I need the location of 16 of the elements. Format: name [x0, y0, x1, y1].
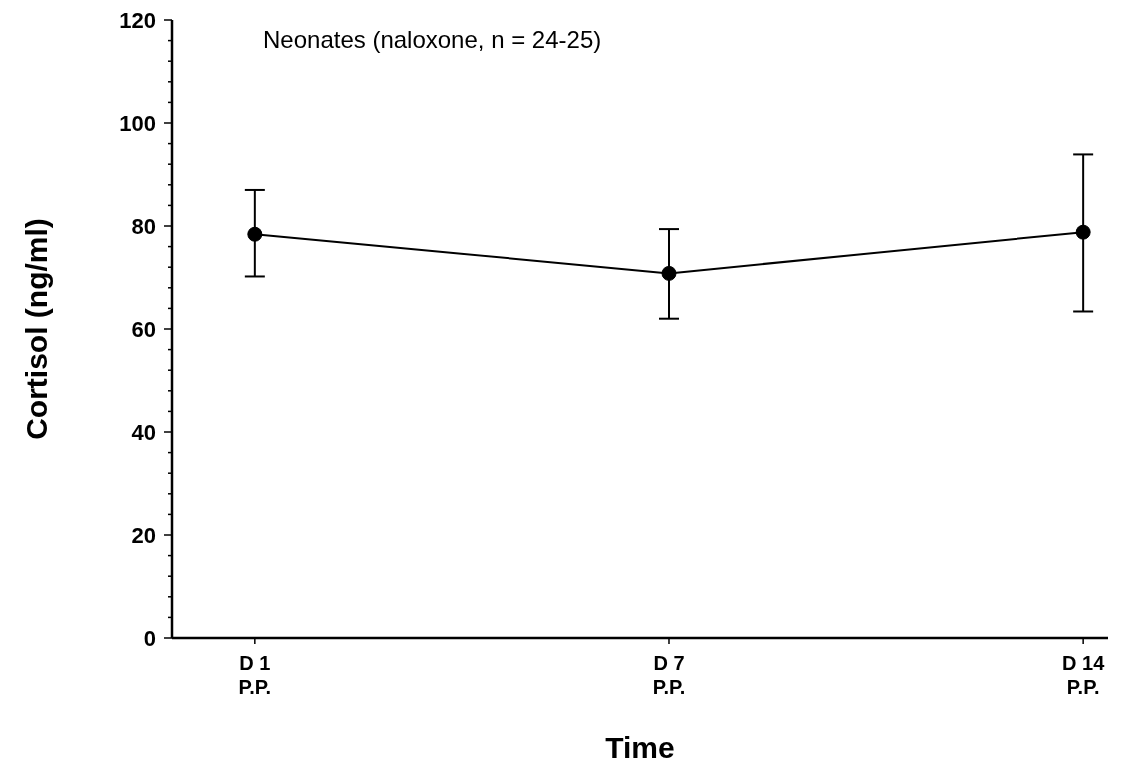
y-tick-label: 120 — [119, 8, 156, 33]
x-tick-label: D 1 P.P. — [238, 652, 272, 698]
annotation: Neonates (naloxone, n = 24-25) — [263, 26, 602, 54]
x-tick-label: D 7 P.P. — [652, 652, 686, 698]
point — [1075, 224, 1091, 240]
x-axis-title: Time — [605, 731, 675, 764]
y-tick-label: 80 — [131, 214, 156, 239]
y-tick-label: 40 — [131, 420, 156, 445]
y-tick-label: 0 — [143, 626, 156, 651]
y-tick-label: 100 — [119, 111, 156, 136]
y-tick-label: 60 — [131, 317, 156, 342]
y-axis-title: Cortisol (ng/ml) — [19, 218, 53, 440]
point — [661, 265, 677, 281]
y-tick-label: 20 — [131, 523, 156, 548]
point — [247, 226, 263, 242]
x-tick-label: D 14 P.P. — [1062, 652, 1106, 698]
